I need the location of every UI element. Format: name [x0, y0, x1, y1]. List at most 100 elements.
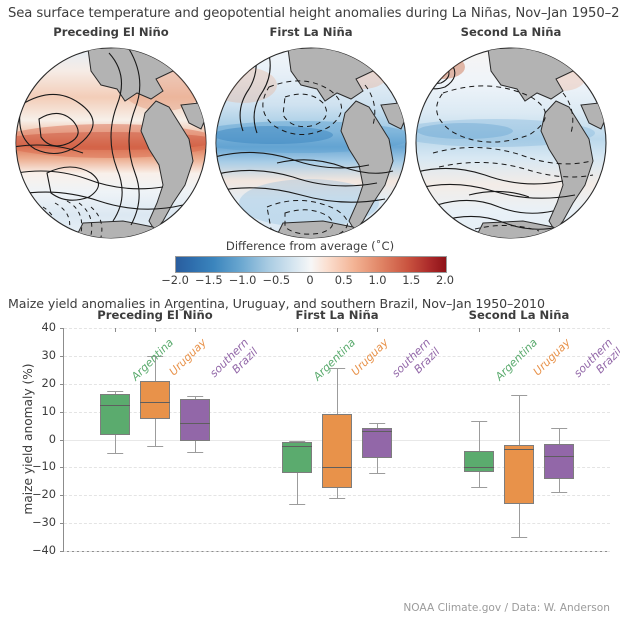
- globe-map-2: [415, 47, 607, 239]
- y-tick-mark: [60, 328, 64, 329]
- box-iqr[interactable]: [362, 428, 392, 458]
- whisker-lower: [479, 471, 480, 487]
- x-tick-mark: [479, 328, 480, 332]
- median-line: [362, 431, 392, 433]
- y-tick-mark: [60, 495, 64, 497]
- colorbar-tick-label: 2.0: [435, 273, 455, 287]
- box-iqr[interactable]: [464, 450, 494, 472]
- cap-lower: [289, 503, 305, 505]
- colorbar-tick-label: −1.5: [194, 273, 223, 287]
- x-tick-mark: [115, 328, 116, 332]
- colorbar-tick-label: 0.5: [334, 273, 353, 287]
- whisker-lower: [337, 488, 338, 499]
- y-tick-mark: [60, 411, 64, 413]
- y-tick-label: −40: [31, 543, 56, 557]
- globe-panel-first-la-nina: First La Niña: [213, 25, 409, 241]
- whisker-lower: [559, 478, 560, 493]
- x-tick-mark: [519, 328, 520, 332]
- y-tick-mark: [60, 439, 64, 441]
- cap-upper: [511, 394, 527, 396]
- cap-upper: [147, 355, 163, 357]
- whisker-upper: [337, 368, 338, 415]
- whisker-upper: [479, 421, 480, 451]
- median-line: [140, 401, 170, 403]
- gridline: [64, 551, 610, 552]
- y-tick-mark: [60, 467, 64, 469]
- group-title: First La Niña: [295, 308, 379, 322]
- globe-map-1: [215, 47, 407, 239]
- cap-upper: [107, 390, 123, 392]
- box-iqr[interactable]: [140, 380, 170, 419]
- y-tick-label: 10: [41, 403, 57, 418]
- cap-lower: [471, 486, 487, 488]
- colorbar-tick-label: 0: [306, 273, 314, 287]
- box-iqr[interactable]: [544, 443, 574, 479]
- box-iqr[interactable]: [322, 414, 352, 489]
- median-line: [322, 467, 352, 469]
- x-tick-mark: [377, 328, 378, 332]
- globe-title: Preceding El Niño: [53, 25, 169, 39]
- colorbar-tick-label: −0.5: [262, 273, 291, 287]
- gridline: [64, 355, 610, 357]
- y-tick-mark: [60, 355, 64, 357]
- y-tick-label: −10: [31, 459, 56, 474]
- box-iqr[interactable]: [180, 399, 210, 441]
- cap-upper: [289, 440, 305, 442]
- y-tick-label: 40: [41, 320, 57, 334]
- x-tick-label: Argentina: [310, 336, 359, 384]
- whisker-lower: [377, 457, 378, 473]
- globe-title: Second La Niña: [460, 25, 562, 39]
- y-tick-label: 0: [48, 431, 56, 446]
- colorbar-tick-label: −1.0: [228, 273, 257, 287]
- y-tick-label: 30: [41, 347, 57, 362]
- globe-map-0: [15, 47, 207, 239]
- median-line: [282, 446, 312, 448]
- whisker-upper: [155, 355, 156, 381]
- cap-upper: [187, 396, 203, 398]
- cap-upper: [369, 422, 385, 424]
- cap-lower: [187, 452, 203, 454]
- whisker-upper: [195, 396, 196, 400]
- y-tick-mark: [60, 383, 64, 385]
- x-tick-label: southern Brazil: [207, 336, 261, 380]
- x-tick-mark: [155, 328, 156, 332]
- x-tick-label: Argentina: [128, 336, 177, 384]
- cap-lower: [551, 492, 567, 494]
- x-tick-mark: [559, 328, 560, 332]
- x-tick-mark: [195, 328, 196, 332]
- median-line: [544, 456, 574, 458]
- chart-title: Maize yield anomalies in Argentina, Urug…: [8, 296, 545, 311]
- cap-lower: [107, 453, 123, 455]
- whisker-upper: [519, 394, 520, 446]
- whisker-upper: [115, 390, 116, 394]
- x-tick-label: Argentina: [492, 336, 541, 384]
- median-line: [504, 449, 534, 451]
- colorbar-tick-label: 1.0: [368, 273, 387, 287]
- whisker-lower: [519, 503, 520, 538]
- box-iqr[interactable]: [100, 393, 130, 436]
- x-tick-mark: [337, 328, 338, 332]
- colorbar-label: Difference from average (˚C): [225, 239, 395, 253]
- colorbar-tick-label: 1.5: [402, 273, 421, 287]
- cap-upper: [551, 428, 567, 430]
- globe-panel-preceding-el-nino: Preceding El Niño: [13, 25, 209, 241]
- cap-upper: [471, 421, 487, 423]
- colorbar-tick-label: −2.0: [161, 273, 189, 287]
- y-tick-label: −30: [31, 515, 56, 530]
- median-line: [180, 422, 210, 424]
- median-line: [100, 404, 130, 406]
- whisker-lower: [195, 440, 196, 453]
- cap-lower: [147, 446, 163, 448]
- cap-lower: [329, 498, 345, 500]
- y-tick-label: −20: [31, 487, 56, 502]
- gridline: [64, 523, 610, 525]
- globe-panel-second-la-nina: Second La Niña: [413, 25, 609, 241]
- whisker-lower: [297, 472, 298, 504]
- maps-title: Sea surface temperature and geopotential…: [8, 6, 620, 21]
- y-tick-mark: [60, 551, 64, 552]
- box-iqr[interactable]: [504, 445, 534, 504]
- whisker-upper: [559, 428, 560, 444]
- y-tick-mark: [60, 523, 64, 525]
- x-tick-label: southern Brazil: [389, 336, 443, 380]
